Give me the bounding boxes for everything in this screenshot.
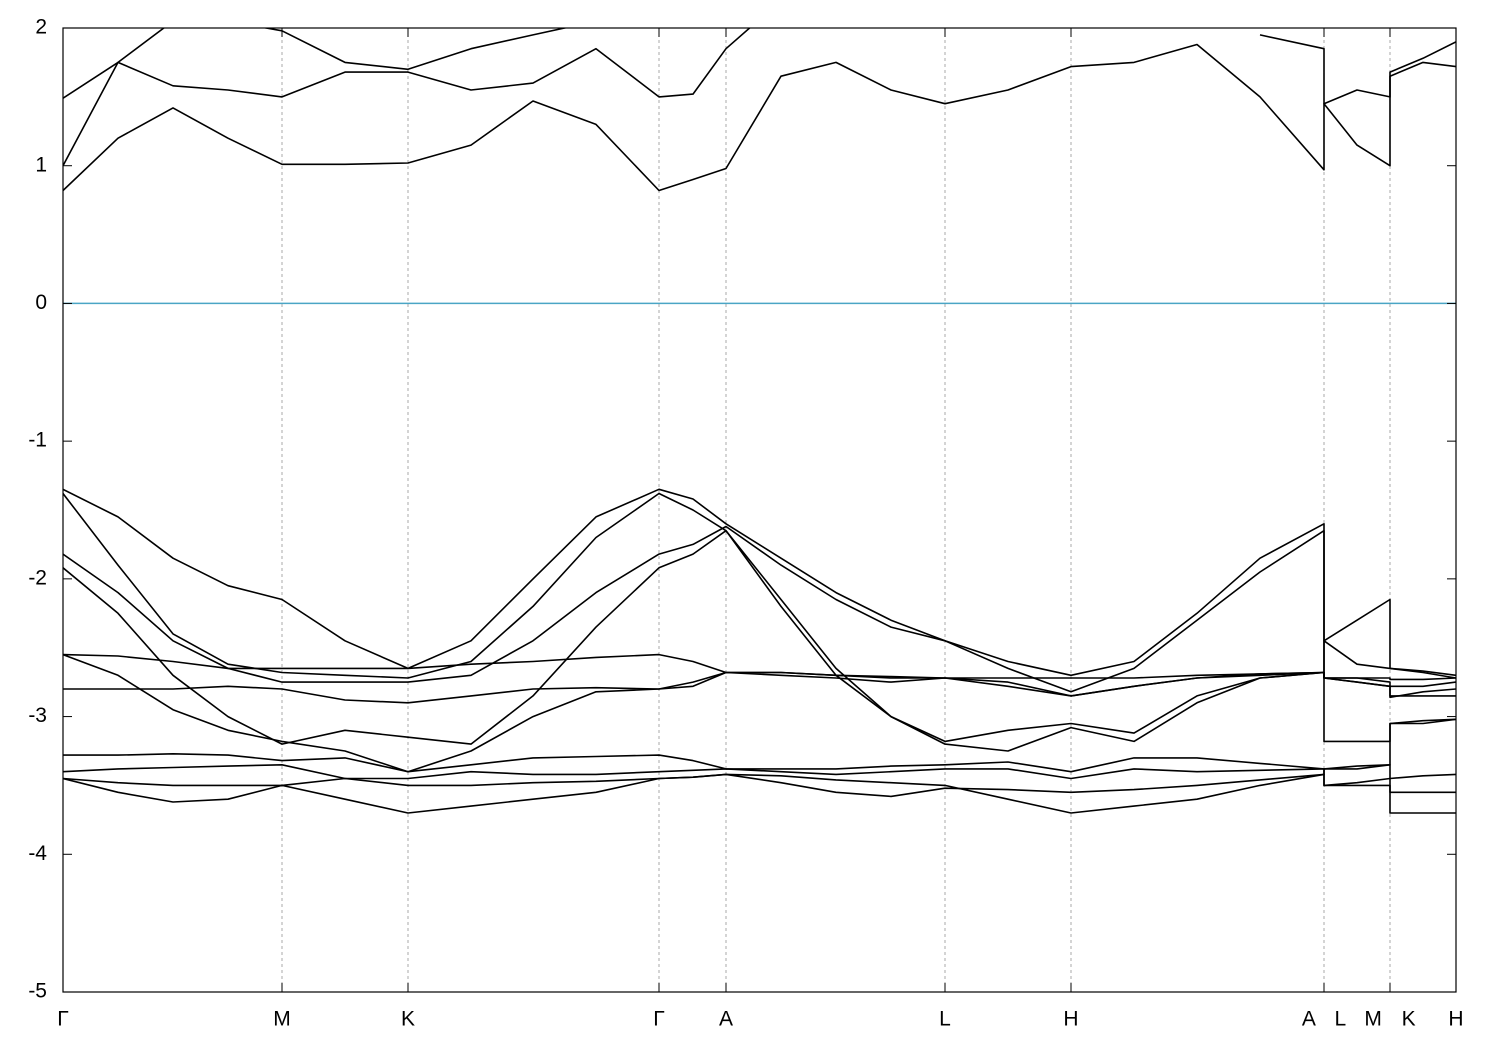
x-tick-label: A [719, 1008, 733, 1031]
band-line [63, 43, 1456, 192]
y-tick-label: -4 [28, 842, 47, 865]
x-tick-label: H [1448, 1008, 1463, 1031]
band-line [63, 525, 1456, 743]
y-tick-label: -1 [28, 429, 47, 452]
band-line [63, 28, 1456, 167]
y-tick-label: 1 [35, 153, 47, 176]
band-line [63, 718, 1456, 780]
x-tick-label: Γ [653, 1008, 665, 1031]
y-tick-label: 0 [35, 291, 47, 314]
x-tick-label: M K [1364, 1008, 1415, 1031]
band-line [63, 671, 1456, 704]
x-tick-label: M [273, 1008, 291, 1031]
plot-frame [62, 27, 1457, 993]
band-line [63, 488, 1456, 679]
x-tick-label: Γ [57, 1008, 69, 1031]
band-line [63, 492, 1456, 743]
x-tick-label: H [1063, 1008, 1078, 1031]
band-line [63, 773, 1456, 814]
band-line [63, 653, 1456, 773]
y-tick-label: 2 [35, 16, 47, 39]
y-tick-label: -5 [28, 980, 47, 1003]
x-tick-label: A L [1302, 1008, 1346, 1031]
band-line [63, 764, 1456, 803]
grid-layer [281, 28, 1391, 992]
y-tick-label: -3 [28, 704, 47, 727]
bands-layer [63, 28, 1456, 814]
axes-layer: -5 -4 -3 -2 -1 0 1 2 Γ M K Γ A L H A L M K H [28, 16, 1463, 1031]
x-tick-label: K [401, 1008, 415, 1031]
x-tick-label: L [939, 1008, 951, 1031]
band-line [63, 529, 1456, 752]
band-line [63, 28, 569, 99]
y-tick-label: -2 [28, 566, 47, 589]
